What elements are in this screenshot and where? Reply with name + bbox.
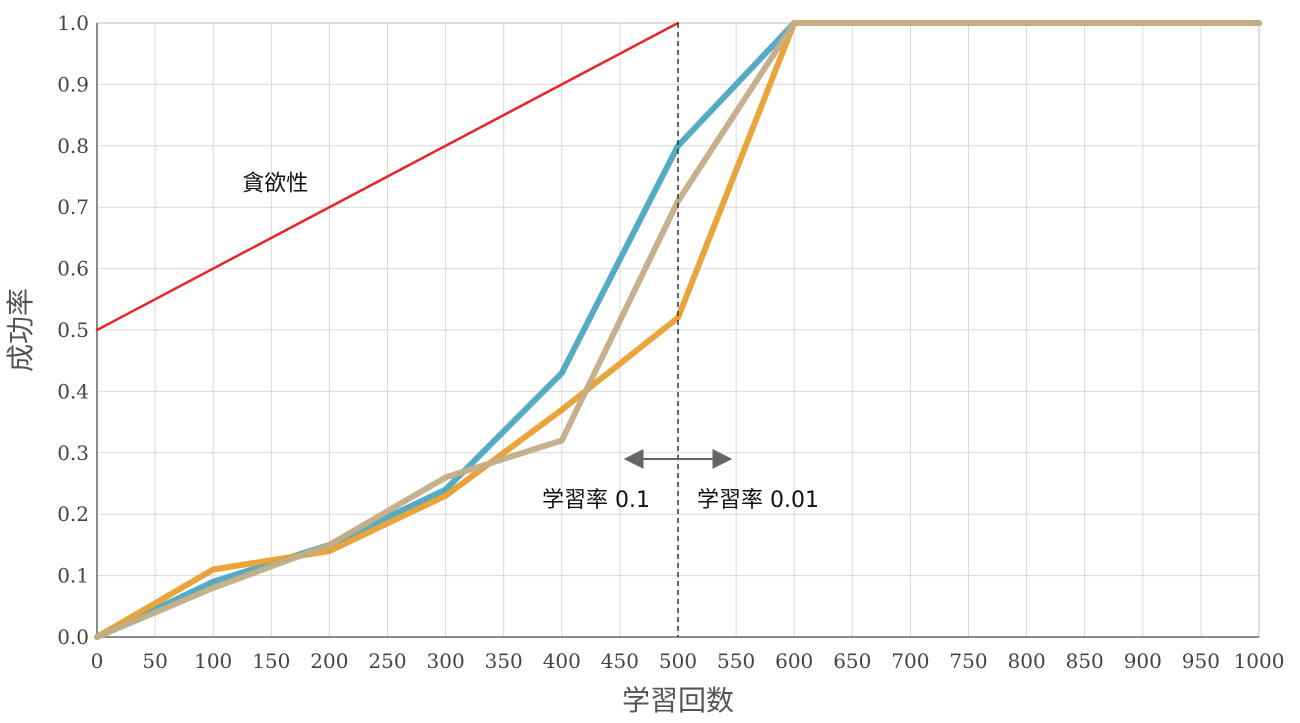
series-2-point [559,407,565,413]
y-tick-label: 1.0 [57,11,89,35]
series-line-2 [94,20,1262,640]
series-3-point [791,20,797,26]
x-tick-label: 200 [310,649,348,673]
x-tick-label: 850 [1066,649,1104,673]
x-tick-label: 450 [601,649,639,673]
greedy-label: 貪欲性 [242,172,308,197]
series-2-point [210,566,216,572]
x-tick-label: 800 [1008,649,1046,673]
y-tick-label: 0.9 [57,72,89,96]
x-tick-label: 150 [252,649,290,673]
series-line-1 [94,20,1262,640]
x-tick-label: 650 [833,649,871,673]
annotation-layer: 貪欲性 学習率 0.1 学習率 0.01 [242,23,819,637]
x-tick-label: 400 [543,649,581,673]
x-tick-label: 1000 [1234,649,1285,673]
y-tick-label: 0.2 [57,502,89,526]
series-layer [94,20,1262,640]
series-3-point [443,474,449,480]
x-tick-label: 600 [775,649,813,673]
x-tick-label: 0 [91,649,104,673]
series-3-point [675,198,681,204]
series-1-point [443,487,449,493]
y-tick-label: 0.8 [57,134,89,158]
series-line-3 [94,20,1262,640]
series-1-point [210,579,216,585]
y-axis-title: 成功率 [4,288,37,372]
x-tick-label: 100 [194,649,232,673]
learning-rate-left-label: 学習率 0.1 [542,488,650,513]
series-3-point [94,634,100,640]
series-2-point [443,493,449,499]
x-tick-label: 500 [659,649,697,673]
series-3-point [210,585,216,591]
x-tick-label: 950 [1182,649,1220,673]
y-tick-label: 0.0 [57,625,89,649]
series-1-point [559,370,565,376]
x-tick-label: 750 [949,649,987,673]
x-tick-label: 300 [427,649,465,673]
y-tick-label: 0.3 [57,441,89,465]
y-tick-label: 0.5 [57,318,89,342]
x-tick-label: 900 [1124,649,1162,673]
x-axis-title: 学習回数 [622,684,734,717]
series-3-point [1256,20,1262,26]
y-tick-label: 0.6 [57,257,89,281]
y-tick-labels: 0.0 0.1 0.2 0.3 0.4 0.5 0.6 0.7 0.8 0.9 1.0 [57,11,89,649]
x-tick-label: 550 [717,649,755,673]
x-tick-label: 700 [891,649,929,673]
series-2-point [326,548,332,554]
series-1-point [675,143,681,149]
x-tick-labels: 0 50 100 150 200 250 300 350 400 450 500 550 600 650 7… [91,649,1285,673]
learning-rate-right-label: 学習率 0.01 [697,488,819,513]
greedy-series-line [95,21,680,332]
series-3-point [559,438,565,444]
y-tick-label: 0.1 [57,564,89,588]
series-2-point [675,315,681,321]
series-3-point [326,542,332,548]
y-tick-label: 0.7 [57,195,89,219]
x-tick-label: 250 [368,649,406,673]
x-tick-label: 50 [142,649,167,673]
x-tick-label: 350 [485,649,523,673]
y-tick-label: 0.4 [57,379,89,403]
